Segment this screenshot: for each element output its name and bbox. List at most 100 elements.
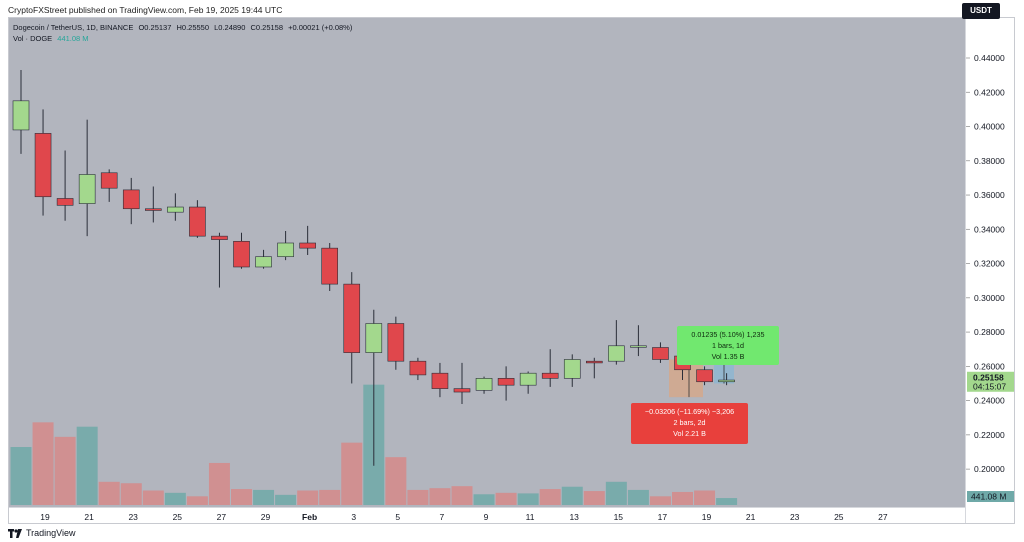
candle-body — [343, 283, 361, 353]
time-tick-label: 7 — [440, 512, 445, 522]
volume-bar — [451, 486, 473, 505]
volume-bar — [694, 490, 716, 505]
volume-bar — [649, 496, 671, 505]
price-tick-label: 0.20000 — [974, 464, 1005, 474]
candle-body — [255, 256, 272, 268]
volume-bar — [164, 492, 186, 505]
candle-body — [387, 323, 405, 362]
tradingview-logo-icon — [8, 528, 22, 538]
price-tick-label: 0.26000 — [974, 361, 1005, 371]
candle-body — [519, 372, 537, 386]
time-axis-ticks: 19 21 23 25 27 29 Feb 3 5 7 9 11 13 15 17 19 21 23 25 27 — [40, 512, 888, 522]
publisher-text: CryptoFXStreet published on TradingView.… — [8, 5, 283, 15]
volume-bar — [231, 489, 252, 505]
volume-bar — [54, 436, 76, 505]
candle-body — [100, 172, 118, 189]
price-tick-label: 0.42000 — [974, 87, 1005, 97]
high-value: H0.25550 — [176, 23, 210, 32]
time-tick-label: 11 — [526, 512, 535, 522]
candle-body — [497, 378, 515, 386]
measure-down-volume: Vol 2.21 B — [673, 429, 706, 438]
candle-body — [585, 360, 603, 364]
candle-body — [233, 240, 250, 268]
low-value: L0.24890 — [214, 23, 246, 32]
open-value: O0.25137 — [138, 23, 172, 32]
price-tick-label: 0.24000 — [974, 396, 1005, 406]
measure-up-bars: 1 bars, 1d — [712, 341, 744, 350]
price-tick-label: 0.38000 — [974, 156, 1005, 166]
candle-body — [189, 206, 206, 237]
time-tick-label: 17 — [658, 512, 668, 522]
time-tick-label: Feb — [302, 512, 317, 522]
price-tick-label: 0.44000 — [974, 53, 1005, 63]
candle-body — [409, 360, 427, 376]
volume-badge-value: 441.08 M — [971, 492, 1006, 502]
currency-button[interactable]: USDT — [962, 3, 1000, 19]
volume-bar — [319, 489, 341, 505]
volume-bar — [716, 498, 738, 505]
candle-body — [475, 378, 493, 391]
volume-bar — [473, 494, 495, 505]
candle-body — [453, 388, 471, 393]
time-tick-label: 19 — [702, 512, 712, 522]
volume-bar — [10, 447, 32, 505]
candle-body — [34, 133, 52, 198]
last-price-badge — [967, 371, 1014, 392]
candle-body — [78, 174, 96, 204]
time-tick-label: 5 — [395, 512, 400, 522]
time-tick-label: 23 — [790, 512, 800, 522]
candlestick-chart[interactable] — [9, 18, 965, 507]
candle-body — [365, 323, 383, 353]
price-tick-label: 0.32000 — [974, 259, 1005, 269]
price-tick-label: 0.36000 — [974, 190, 1005, 200]
time-tick-label: 25 — [834, 512, 844, 522]
measure-down-label: −0.03206 (−11.69%) −3,206 2 bars, 2d Vol… — [631, 403, 748, 444]
time-tick-label: 21 — [746, 512, 756, 522]
volume-bar — [186, 496, 208, 505]
candle-body — [12, 100, 30, 131]
volume-bar — [120, 483, 142, 505]
candle-body — [541, 372, 559, 379]
price-tick-label: 0.22000 — [974, 430, 1005, 440]
price-tick-label: 0.40000 — [974, 122, 1005, 132]
time-tick-label: 25 — [173, 512, 183, 522]
candle-body — [652, 347, 669, 360]
time-axis[interactable]: 19 21 23 25 27 29 Feb 3 5 7 9 11 13 15 17 19 21 23 25 27 — [9, 507, 965, 523]
volume-bar — [253, 489, 275, 505]
volume-bar — [495, 492, 517, 505]
volume-badge — [967, 491, 1014, 502]
time-tick-label: 27 — [878, 512, 888, 522]
volume-bar — [539, 489, 561, 505]
volume-bar — [142, 490, 164, 505]
volume-legend[interactable]: Vol · DOGE 441.08 M — [13, 34, 89, 43]
time-tick-label: 21 — [84, 512, 94, 522]
time-tick-label: 15 — [614, 512, 624, 522]
volume-bar — [561, 486, 583, 505]
chart-frame[interactable]: Dogecoin / TetherUS, 1D, BINANCE O0.2513… — [8, 17, 1015, 524]
plot-area[interactable] — [9, 18, 965, 507]
volume-bar — [429, 488, 451, 505]
candle-body — [718, 379, 735, 383]
symbol-legend[interactable]: Dogecoin / TetherUS, 1D, BINANCE O0.2513… — [13, 23, 355, 32]
close-value: C0.25158 — [250, 23, 284, 32]
volume-bar — [385, 457, 407, 505]
candle-body — [630, 345, 647, 348]
candle-body — [608, 345, 625, 362]
candle-body — [56, 198, 74, 206]
volume-bar — [32, 422, 54, 505]
volume-value: 441.08 M — [57, 34, 89, 43]
volume-bar — [407, 489, 429, 505]
volume-bar — [605, 481, 627, 505]
measure-up-change: 0.01235 (5.10%) 1,235 — [691, 330, 765, 339]
volume-bar — [297, 490, 319, 505]
candle-body — [211, 235, 228, 240]
measure-up-label: 0.01235 (5.10%) 1,235 1 bars, 1d Vol 1.3… — [677, 326, 779, 365]
time-tick-label: 3 — [351, 512, 356, 522]
candle-body — [167, 206, 184, 213]
price-tick-label: 0.28000 — [974, 327, 1005, 337]
tradingview-brand[interactable]: TradingView — [8, 528, 76, 538]
price-axis[interactable]: 0.20000 0.22000 0.24000 0.26000 0.28000 0.300… — [965, 18, 1014, 523]
candle-body — [321, 247, 339, 285]
time-tick-label: 29 — [261, 512, 271, 522]
volume-bar — [98, 481, 120, 505]
